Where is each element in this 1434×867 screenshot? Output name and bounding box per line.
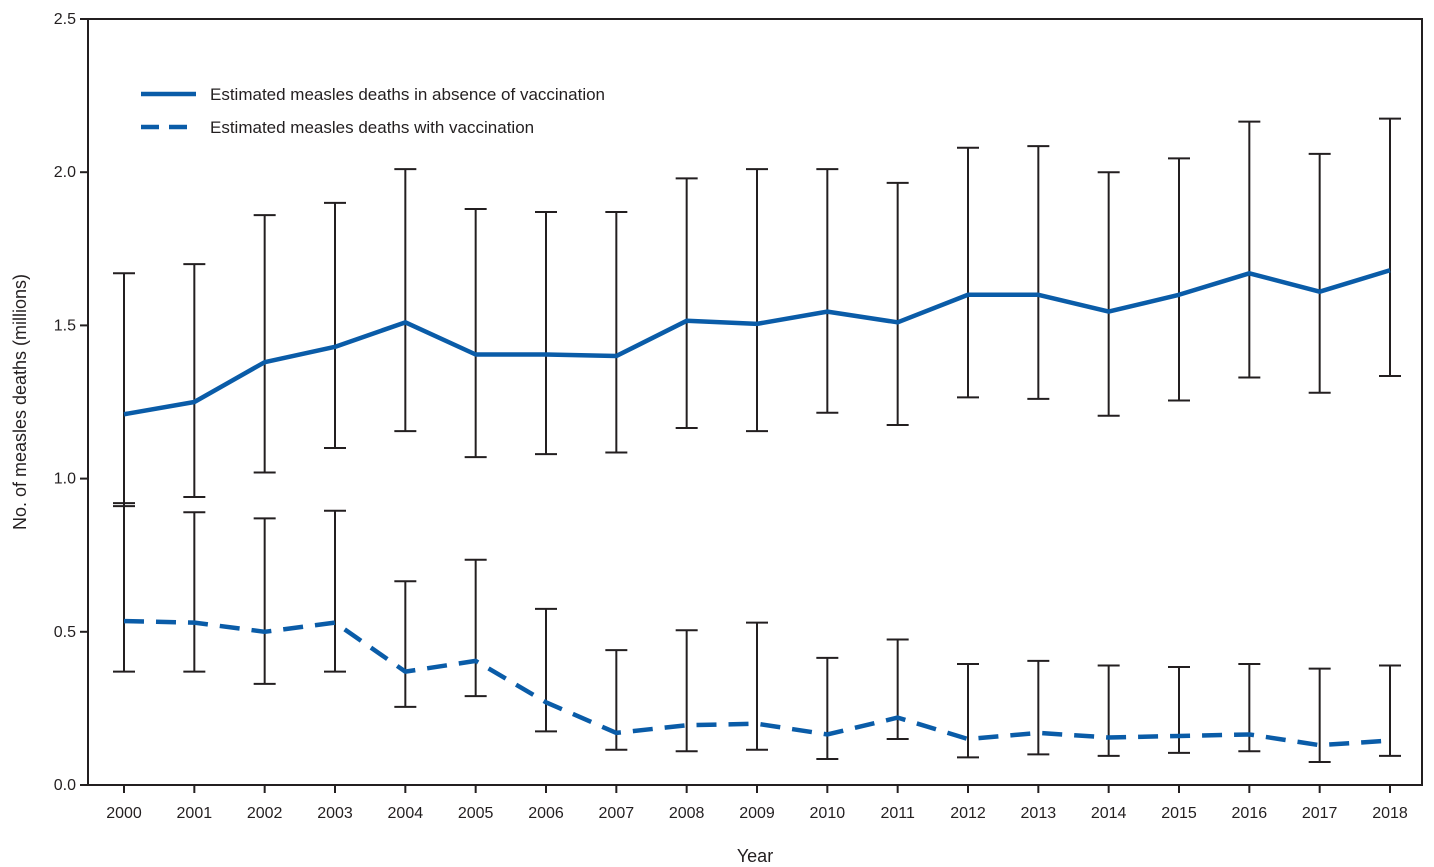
x-tick-label: 2006 (528, 805, 564, 822)
x-tick-label: 2015 (1161, 805, 1197, 822)
x-tick-label: 2018 (1372, 805, 1408, 822)
x-tick-label: 2009 (739, 805, 775, 822)
error-bars-group (113, 117, 1401, 764)
x-tick-label: 2017 (1302, 805, 1338, 822)
x-tick-label: 2013 (1021, 805, 1057, 822)
y-tick-label: 0.0 (54, 777, 76, 794)
series-lines-group (123, 268, 1391, 748)
y-tick-label: 2.5 (54, 11, 76, 28)
y-tick-label: 0.5 (54, 624, 76, 641)
x-tick-label: 2005 (458, 805, 494, 822)
y-tick-label: 2.0 (54, 164, 76, 181)
x-tick-label: 2014 (1091, 805, 1127, 822)
legend-label: Estimated measles deaths with vaccinatio… (210, 118, 534, 137)
legend: Estimated measles deaths in absence of v… (141, 85, 605, 137)
x-tick-label: 2007 (599, 805, 635, 822)
x-tick-label: 2010 (810, 805, 846, 822)
x-tick-label: 2000 (106, 805, 142, 822)
y-axis-title: No. of measles deaths (millions) (10, 274, 30, 530)
x-tick-label: 2012 (950, 805, 986, 822)
x-tick-label: 2002 (247, 805, 283, 822)
y-tick-label: 1.0 (54, 471, 76, 488)
plot-frame (87, 18, 1423, 786)
x-tick-label: 2008 (669, 805, 705, 822)
x-tick-label: 2011 (880, 805, 915, 822)
y-tick-label: 1.5 (54, 317, 76, 334)
x-tick-label: 2001 (177, 805, 213, 822)
x-axis-title: Year (737, 846, 773, 866)
x-tick-label: 2003 (317, 805, 353, 822)
legend-label: Estimated measles deaths in absence of v… (210, 85, 605, 104)
x-axis: 2000 2001 2002 2003 2004 2005 2006 2007 2008 2009… (106, 785, 1408, 822)
x-tick-label: 2004 (388, 805, 424, 822)
y-axis: 0.0 0.5 1.0 1.5 2.0 2.5 (54, 11, 88, 794)
x-tick-label: 2016 (1232, 805, 1268, 822)
